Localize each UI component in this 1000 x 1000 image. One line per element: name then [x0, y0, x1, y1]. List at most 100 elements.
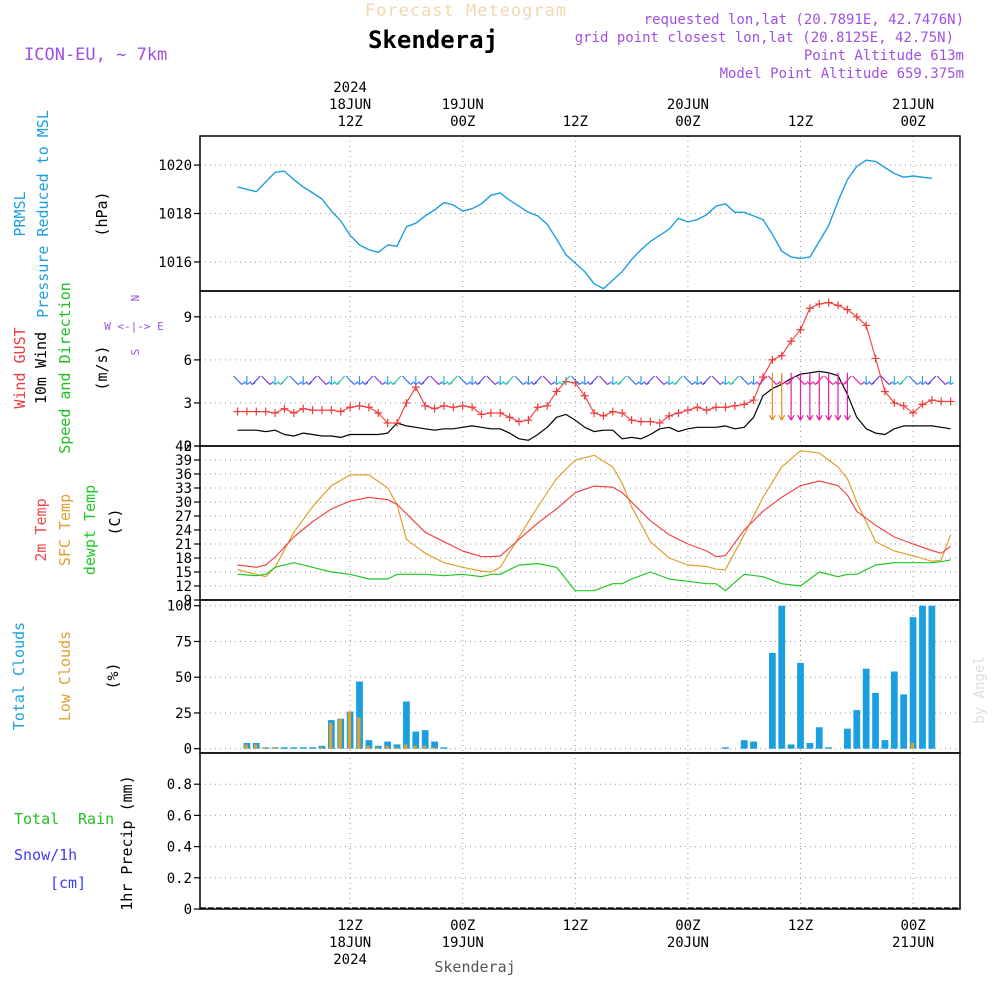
y-tick-label: 39 — [175, 453, 192, 469]
temp-label-2m: 2m Temp — [32, 498, 50, 561]
wind-gust-marker — [374, 408, 383, 417]
pressure-line — [237, 159, 932, 290]
wind-direction-arrow — [711, 375, 724, 385]
wind-direction-arrow — [486, 375, 499, 385]
y-tick-label: 25 — [175, 706, 192, 722]
wind-direction-arrow — [390, 375, 402, 385]
wind-direction-arrow — [345, 375, 358, 385]
wind-gust-marker — [411, 383, 420, 392]
wind-direction-arrow — [768, 372, 776, 421]
top-time-label: 00Z — [675, 114, 700, 130]
wind-direction-arrow — [739, 375, 752, 385]
wind-direction-arrow — [896, 375, 909, 385]
precipitation-frame — [199, 752, 961, 910]
wind-direction-arrow — [694, 375, 701, 385]
wind-gust-marker — [646, 417, 655, 426]
low-clouds-bar — [328, 722, 333, 749]
precip-label-snow: Snow/1h — [14, 846, 77, 864]
y-tick-label: 100 — [167, 599, 192, 615]
wind-gust-marker — [233, 407, 242, 416]
wind-direction-arrow — [722, 375, 729, 385]
low-clouds-bar — [253, 744, 258, 749]
top-time-label: 00Z — [450, 114, 475, 130]
wind-gust-marker — [317, 406, 326, 415]
wind-direction-arrow — [880, 375, 893, 385]
gridpoint-coordinates: grid point closest lon,lat (20.8125E, 42… — [575, 30, 954, 46]
y-tick-label: 21 — [175, 537, 192, 553]
wind-direction-arrow — [328, 375, 335, 385]
wind-direction-arrow — [683, 375, 696, 385]
total-clouds-bar — [815, 727, 823, 749]
wind-panel: 0 3 6 9 — [184, 290, 961, 455]
wind-gust-marker — [327, 406, 336, 415]
requested-coordinates: requested lon,lat (20.7891E, 42.7476N) — [644, 12, 964, 28]
wind-gust-marker — [552, 387, 561, 396]
wind-gust-marker — [768, 355, 777, 364]
precip-label-total: Total — [14, 810, 59, 828]
wind-gust-marker — [336, 407, 345, 416]
wind-gust-marker — [636, 417, 645, 426]
wind-direction-arrow — [233, 375, 245, 385]
bottom-time-label: 12Z — [337, 918, 362, 934]
wind-direction-arrow — [458, 375, 471, 385]
wind-direction-arrow — [599, 375, 611, 385]
wind-direction-arrow — [272, 375, 279, 385]
wind-direction-arrow — [402, 375, 414, 385]
wind-direction-arrow — [581, 375, 588, 385]
total-clouds-bar — [778, 605, 786, 749]
clouds-label-low: Low Clouds — [56, 631, 74, 721]
wind-gust-marker — [871, 354, 880, 363]
wind-direction-arrow — [384, 375, 391, 385]
wind-direction-arrow — [418, 375, 430, 385]
wind-direction-arrow — [784, 375, 796, 385]
low-clouds-bar — [272, 747, 277, 749]
wind-direction-arrow — [666, 375, 673, 385]
y-tick-label: 9 — [184, 310, 192, 326]
top-time-label: 20JUN — [667, 97, 709, 113]
bottom-time-label: 21JUN — [892, 935, 934, 951]
wind-gust-marker — [449, 403, 458, 412]
total-clouds-bar — [853, 710, 861, 749]
total-clouds-bar — [356, 681, 363, 749]
wind-direction-arrow — [806, 372, 814, 421]
total-clouds-bar — [919, 605, 926, 749]
wind-gust-marker — [730, 401, 739, 410]
wind-gust-marker — [271, 408, 280, 417]
total-clouds-bar — [722, 747, 729, 749]
wind-direction-arrow — [815, 372, 823, 421]
bottom-time-label: 00Z — [900, 918, 925, 934]
total-clouds-bar — [421, 730, 429, 749]
y-tick-label: 0.2 — [167, 871, 192, 887]
wind-gust-marker — [393, 419, 402, 428]
wind-gust-marker — [364, 403, 373, 412]
wind-gust-marker — [505, 413, 514, 422]
wind-frame — [199, 290, 961, 447]
wind-gust-marker — [909, 408, 918, 417]
wind-gust-marker — [880, 387, 889, 396]
y-tick-label: 0.8 — [167, 777, 192, 793]
wind-gust-marker — [843, 305, 852, 314]
top-time-label: 12Z — [563, 114, 588, 130]
compass-south: S — [129, 349, 142, 356]
wind-direction-arrow — [609, 375, 617, 385]
y-tick-label: 27 — [175, 509, 192, 525]
wind-direction-arrow — [919, 375, 926, 385]
clouds-panel: 0 25 50 75 100 — [167, 599, 961, 758]
wind-gust-marker — [468, 403, 477, 412]
wind-gust-marker — [693, 403, 702, 412]
wind-direction-arrow — [638, 375, 645, 385]
wind-gust-marker — [740, 400, 749, 409]
total-clouds-bar — [900, 694, 908, 749]
wind-direction-arrow — [756, 375, 768, 385]
bottom-time-label: 20JUN — [667, 935, 709, 951]
wind-direction-arrow — [333, 375, 346, 385]
wind-direction-arrow — [824, 375, 836, 385]
wind-direction-arrow — [947, 375, 954, 385]
model-altitude: Model Point Altitude 659.375m — [720, 66, 964, 82]
wind-gust-marker — [777, 351, 786, 360]
wind-gust-marker — [683, 406, 692, 415]
wind-direction-arrow — [767, 375, 780, 385]
wind-direction-arrow — [868, 375, 880, 385]
pressure-label-prmsl: PRMSL — [11, 191, 29, 236]
